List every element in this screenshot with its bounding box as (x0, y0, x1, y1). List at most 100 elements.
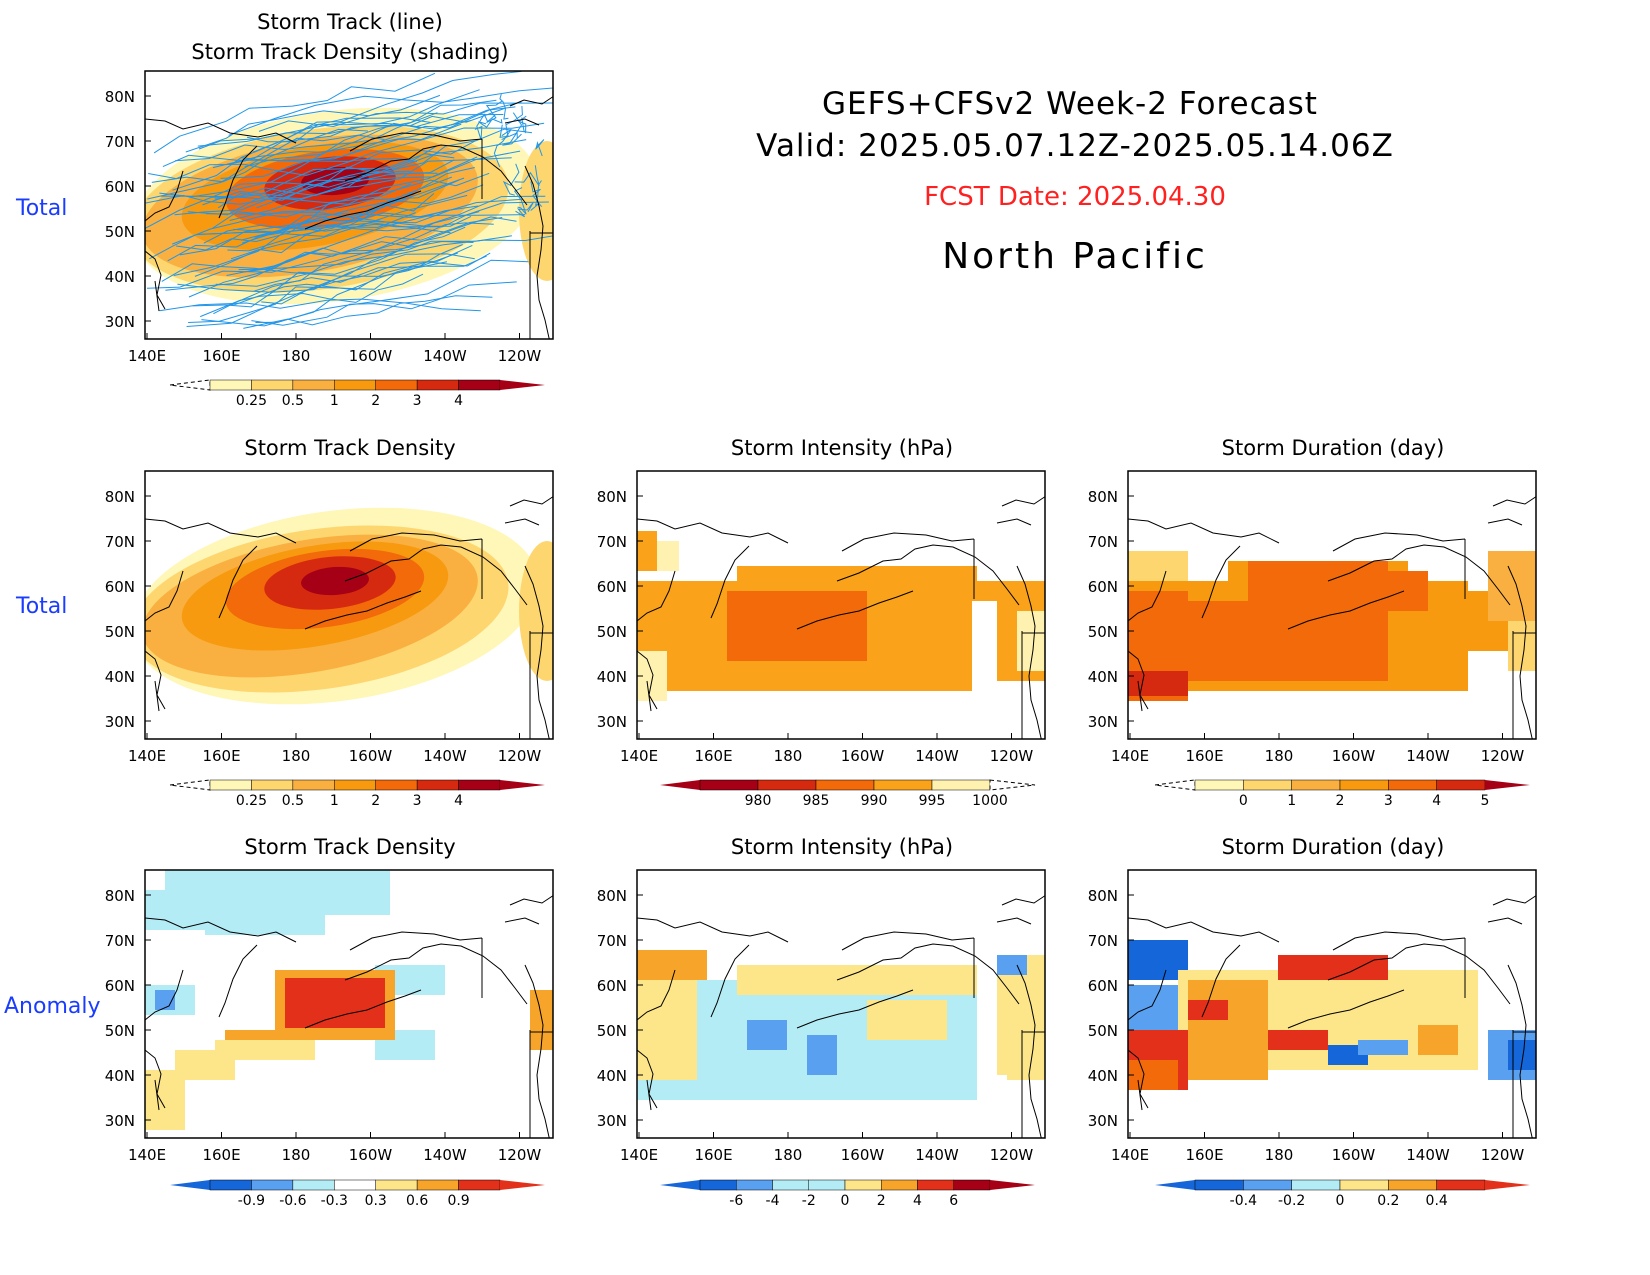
lat-tick-label: 40N (105, 1067, 135, 1085)
colorbar-tick-label: 995 (919, 793, 946, 808)
colorbar-segment (1291, 1179, 1341, 1191)
grid-cell (737, 566, 867, 586)
coast-line (1327, 931, 1511, 1005)
coast-line (637, 518, 789, 622)
lat-tick-label: 60N (597, 977, 627, 995)
coastline (145, 496, 553, 739)
colorbar-tick-label: 3 (413, 393, 422, 408)
storm-track-line (252, 71, 522, 153)
lon-tick-label: 180 (774, 1146, 803, 1164)
colorbar-tick-label: 4 (454, 793, 463, 808)
coast-line (344, 532, 528, 606)
colorbar-segment (458, 1179, 501, 1191)
lat-tick-label: 70N (597, 932, 627, 950)
lon-tick-label: 140E (620, 1146, 658, 1164)
colorbar-intensity-anom: -6 -4 -2 0 2 4 6 (660, 1179, 1035, 1208)
storm-track-line (192, 252, 491, 307)
lon-tick-label: 140E (1111, 1146, 1149, 1164)
lat-tick-label: 80N (1088, 887, 1118, 905)
map-content (637, 895, 1045, 1138)
colorbar-segment (844, 1179, 882, 1191)
coast-line (836, 532, 1020, 606)
grid-cell (637, 950, 707, 980)
colorbar-tick-label: -2 (802, 1193, 816, 1208)
colorbar-segment (917, 1179, 954, 1191)
colorbar-left-arrow (169, 379, 211, 391)
colorbar-segment (881, 1179, 918, 1191)
colorbar-tick-label: -6 (729, 1193, 743, 1208)
lon-tick-label: 180 (282, 347, 311, 365)
coast-line (145, 518, 297, 622)
lat-tick-label: 30N (105, 1112, 135, 1130)
lon-tick-label: 140W (915, 1146, 959, 1164)
map-frame: 80N 70N 60N 50N 40N 30N 140E 160E 180 160W 140W 120… (1088, 488, 1525, 765)
storm-track-line (172, 117, 431, 191)
lon-tick-label: 140E (128, 1146, 166, 1164)
lat-tick-label: 50N (1088, 623, 1118, 641)
coast-line (1512, 1030, 1536, 1138)
map-border (1127, 470, 1537, 740)
lon-tick-label: 160W (841, 1146, 885, 1164)
coast-line (145, 118, 297, 222)
storm-track-line (200, 273, 424, 318)
colorbar-right-arrow (1485, 1180, 1530, 1190)
lon-tick-label: 140W (423, 1146, 467, 1164)
colorbar-segment (1436, 1179, 1486, 1191)
colorbar-segment (375, 779, 418, 791)
coast-line (529, 231, 553, 339)
coast-line (1128, 650, 1149, 712)
grid-cell (145, 1070, 185, 1130)
storm-track-line (515, 201, 534, 218)
colorbar-segment (458, 379, 501, 391)
colorbar-tick-label: 0.25 (236, 393, 267, 408)
colorbar-tick-label: 0.5 (282, 393, 304, 408)
colorbar-segment (699, 1179, 737, 1191)
colorbar-right-arrow (500, 1180, 545, 1190)
coastline (145, 96, 553, 339)
grid-cell (657, 541, 679, 571)
storm-track-line (188, 261, 447, 323)
forecast-date: FCST Date: 2025.04.30 (924, 182, 1226, 212)
storm-track-line (145, 166, 438, 229)
storm-track-line (530, 181, 543, 207)
colorbar-tick-label: -0.6 (279, 1193, 306, 1208)
grid-cell (215, 1040, 315, 1060)
lon-tick-label: 120W (990, 1146, 1034, 1164)
colorbar-segment (1388, 779, 1437, 791)
row-label-anomaly: Anomaly (4, 994, 101, 1019)
coast-line (1487, 895, 1536, 1138)
grid-cell (807, 1035, 837, 1075)
lat-tick-label: 60N (597, 578, 627, 596)
coast-line (504, 496, 553, 739)
storm-track-line (227, 167, 475, 252)
lon-tick-label: 160W (1332, 1146, 1376, 1164)
coast-line (637, 650, 658, 712)
lat-tick-label: 40N (1088, 1067, 1118, 1085)
shading (145, 507, 553, 705)
storm-track-line (228, 87, 553, 136)
lon-tick-label: 160W (841, 747, 885, 765)
grid-cell (1358, 1040, 1408, 1055)
colorbar-segment (251, 779, 294, 791)
map-border (144, 70, 554, 340)
colorbar-tick-label: 0.3 (365, 1193, 387, 1208)
colorbar-segment (873, 779, 933, 791)
lon-tick-label: 140E (1111, 747, 1149, 765)
lat-tick-label: 40N (597, 1067, 627, 1085)
lon-tick-label: 160W (349, 747, 393, 765)
colorbar-tick-label: 0 (1239, 793, 1248, 808)
coast-line (836, 931, 1020, 1005)
colorbar-segment (251, 1179, 294, 1191)
lon-tick-label: 160E (1185, 747, 1223, 765)
map-frame: 80N 70N 60N 50N 40N 30N 140E 160E 180 160W 140W 120… (105, 88, 542, 365)
lat-tick-label: 80N (597, 887, 627, 905)
coastline (1128, 895, 1536, 1138)
lon-tick-label: 140E (620, 747, 658, 765)
colorbar-tick-label: 2 (371, 793, 380, 808)
lat-tick-label: 60N (105, 578, 135, 596)
colorbar-right-arrow (989, 779, 1036, 791)
storm-track-line (160, 153, 455, 201)
grid-shading (637, 531, 1045, 701)
colorbar-segment (808, 1179, 846, 1191)
lat-tick-label: 30N (1088, 1112, 1118, 1130)
